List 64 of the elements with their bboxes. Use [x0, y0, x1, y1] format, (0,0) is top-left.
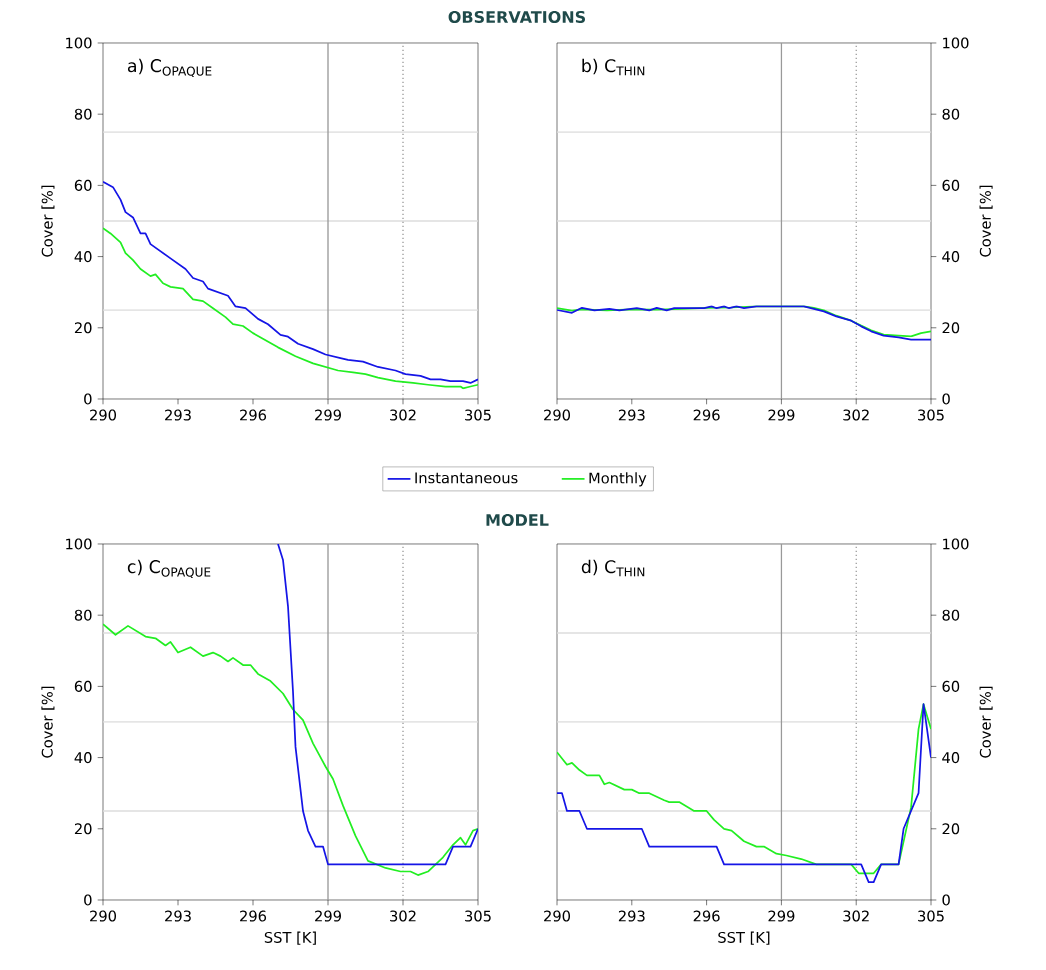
y-tick-label: 80	[74, 108, 92, 120]
y2-tick-label: 20	[942, 322, 960, 334]
x-tick-label: 302	[390, 409, 416, 421]
text: OBSERVATIONS	[448, 10, 586, 24]
annotation: d) C$_{THIN}$	[581, 559, 645, 577]
x-tick-label: 305	[918, 910, 944, 922]
x-tick-label: 302	[843, 409, 869, 421]
x-tick-label: 293	[618, 910, 645, 922]
x-tick-label: 299	[315, 910, 341, 922]
y2-axis-title: Cover [%]	[979, 686, 993, 758]
line-series	[277, 543, 478, 866]
annotation: a) C$_{OPAQUE}$	[127, 58, 212, 78]
legend-label: Instantaneous	[415, 472, 518, 484]
x-axis-title: SST [K]	[718, 931, 770, 945]
x-tick-label: 296	[693, 910, 720, 922]
x-tick-label: 296	[240, 409, 267, 421]
y-tick-label: 100	[66, 37, 92, 49]
x-tick-label: 296	[693, 409, 720, 421]
x-tick-label: 290	[544, 409, 571, 421]
y2-tick-label: 80	[942, 609, 960, 621]
y-tick-label: 60	[74, 680, 92, 692]
x-tick-label: 305	[465, 910, 491, 922]
annotation: c) C$_{OPAQUE}$	[127, 559, 211, 579]
y-tick-label: 0	[84, 894, 92, 906]
x-tick-label: 293	[165, 910, 191, 922]
y-tick-label: 80	[74, 609, 92, 621]
x-tick-label: 290	[544, 910, 571, 922]
y2-tick-label: 60	[942, 680, 960, 692]
y-axis-title: Cover [%]	[41, 686, 55, 758]
y2-tick-label: 0	[942, 393, 950, 405]
x-tick-label: 299	[768, 910, 795, 922]
y2-axis-title: Cover [%]	[979, 185, 993, 257]
y2-tick-label: 80	[942, 108, 960, 120]
text: MODEL	[486, 513, 549, 527]
x-tick-label: 293	[165, 409, 191, 421]
line-series	[103, 623, 478, 876]
legend-label: Monthly	[589, 472, 647, 487]
annotation: b) C$_{THIN}$	[582, 58, 645, 76]
x-tick-label: 302	[390, 910, 416, 922]
y-tick-label: 40	[74, 752, 92, 764]
x-tick-label: 290	[90, 910, 117, 922]
y-tick-label: 0	[84, 393, 92, 405]
y-axis-title: Cover [%]	[41, 185, 55, 257]
y2-tick-label: 100	[943, 538, 969, 550]
y2-tick-label: 40	[942, 251, 960, 263]
x-tick-label: 299	[768, 409, 795, 421]
x-tick-label: 305	[918, 409, 944, 421]
x-tick-label: 296	[240, 910, 267, 922]
x-tick-label: 302	[843, 910, 869, 922]
x-tick-label: 293	[618, 409, 645, 421]
x-axis-title: SST [K]	[264, 931, 316, 945]
x-tick-label: 290	[90, 409, 117, 421]
y-tick-label: 100	[66, 538, 92, 550]
x-tick-label: 299	[315, 409, 341, 421]
y2-tick-label: 20	[942, 823, 960, 835]
y-tick-label: 20	[74, 322, 92, 334]
y2-tick-label: 60	[942, 179, 960, 191]
y2-tick-label: 40	[942, 752, 960, 764]
y-tick-label: 60	[74, 179, 92, 191]
y-tick-label: 40	[74, 251, 92, 263]
y2-tick-label: 100	[943, 37, 969, 49]
y2-tick-label: 0	[942, 894, 950, 906]
x-tick-label: 305	[465, 409, 491, 421]
y-tick-label: 20	[74, 823, 92, 835]
